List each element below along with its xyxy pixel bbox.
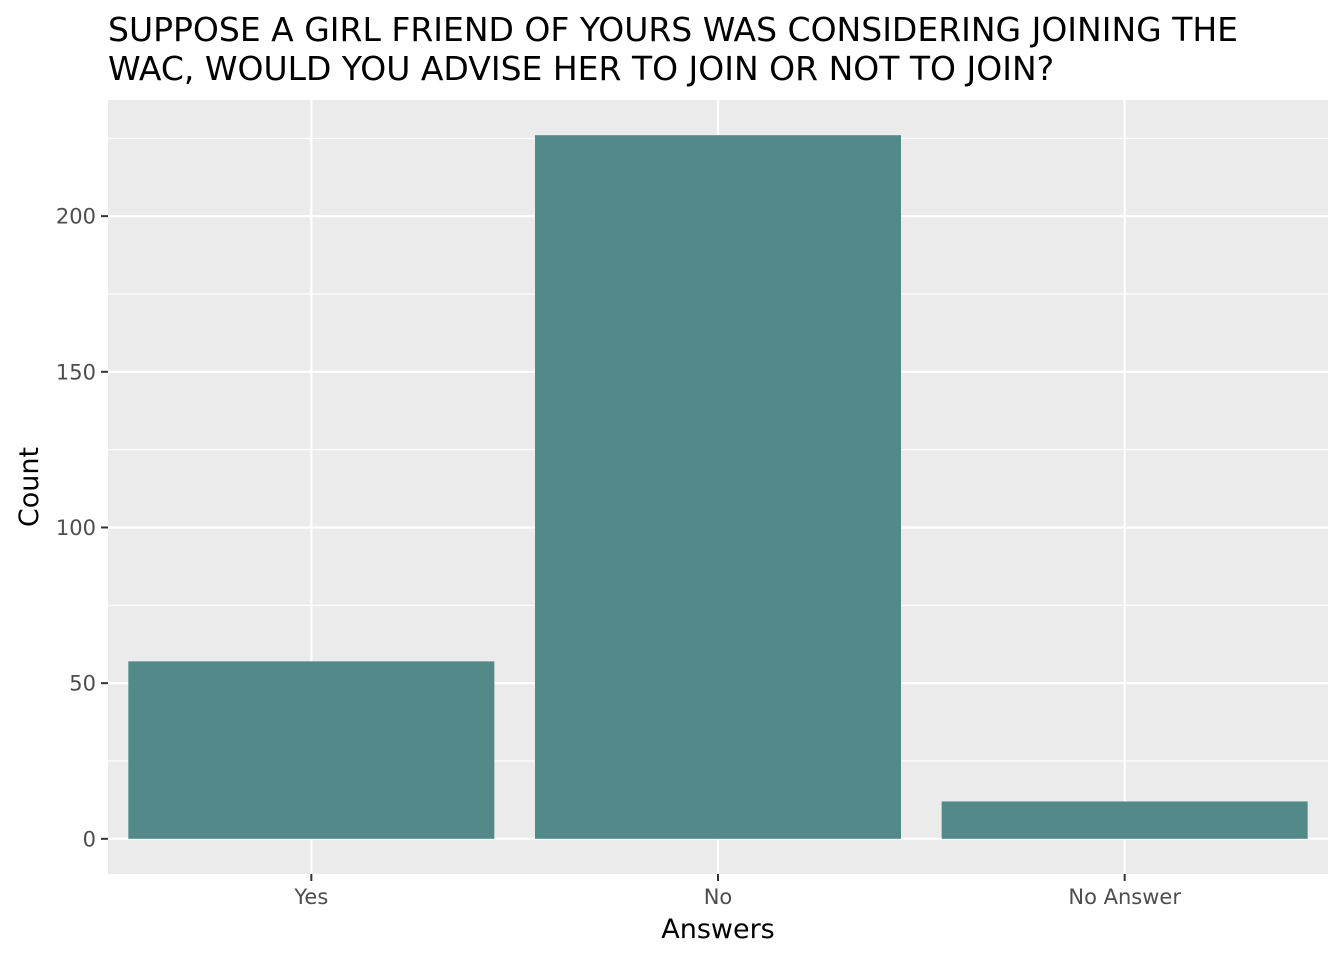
y-tick-label: 200 (56, 205, 96, 229)
bar-no (535, 135, 901, 839)
y-tick-label: 150 (56, 360, 96, 384)
y-tick-label: 100 (56, 516, 96, 540)
bars (128, 135, 1308, 839)
y-tick-label: 0 (83, 827, 96, 851)
bar-no-answer (941, 801, 1308, 839)
chart-title: SUPPOSE A GIRL FRIEND OF YOURS WAS CONSI… (108, 10, 1239, 88)
bar-yes (128, 661, 495, 839)
x-axis-title: Answers (661, 914, 775, 945)
x-tick-label: No (704, 885, 733, 909)
y-tick-label: 50 (69, 672, 96, 696)
x-tick-label: No Answer (1068, 885, 1181, 909)
y-axis-title: Count (14, 447, 45, 527)
axes: 0 50 100 150 200 Yes No No Answer (56, 205, 1181, 909)
x-tick-label: Yes (293, 885, 328, 909)
